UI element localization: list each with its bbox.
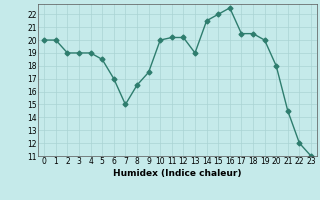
X-axis label: Humidex (Indice chaleur): Humidex (Indice chaleur): [113, 169, 242, 178]
